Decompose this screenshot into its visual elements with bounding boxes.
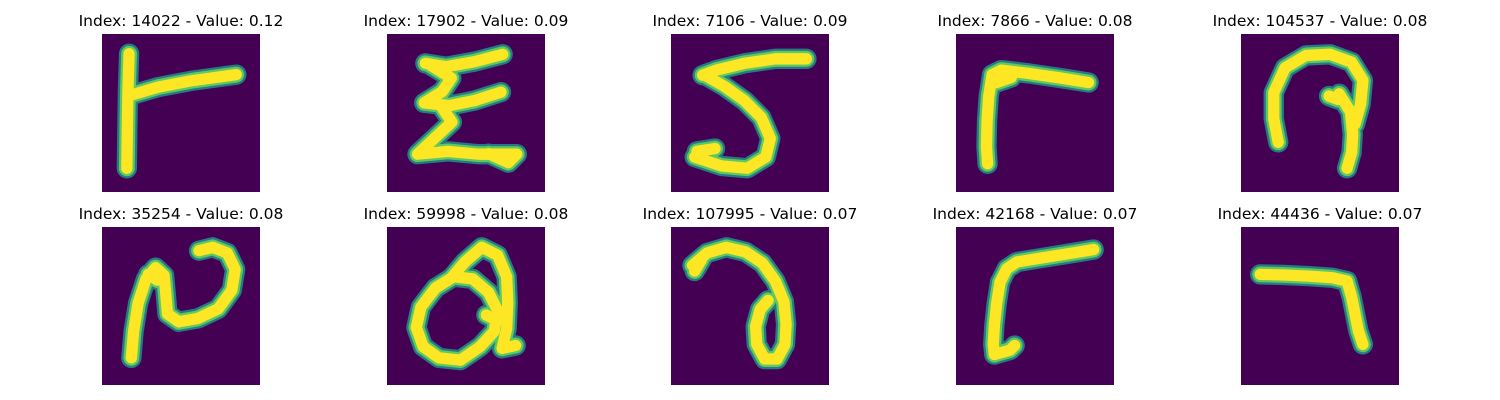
digit-stroke-layer	[410, 241, 522, 366]
digit-stroke-layer	[1268, 48, 1369, 174]
digit-stroke	[987, 276, 1006, 361]
digit-stroke-layer	[1254, 268, 1369, 351]
digit-stroke	[689, 70, 776, 174]
digit-image	[956, 227, 1114, 385]
panel-title: Index: 14022 - Value: 0.12	[78, 12, 284, 30]
digit-stroke	[686, 241, 792, 365]
digit-image	[671, 34, 829, 192]
digit-stroke-layer	[125, 241, 241, 364]
digit-image	[1241, 227, 1399, 385]
digit-stroke	[691, 142, 721, 158]
digit-stroke	[1268, 48, 1369, 148]
digit-image	[671, 227, 829, 385]
panel-title: Index: 42168 - Value: 0.07	[932, 205, 1138, 223]
digit-stroke-layer	[980, 64, 1095, 170]
panel-title: Index: 59998 - Value: 0.08	[363, 205, 569, 223]
panel-title: Index: 107995 - Value: 0.07	[642, 205, 858, 223]
digit-stroke	[988, 339, 1021, 361]
digit-image	[956, 34, 1114, 192]
digit-stroke	[418, 59, 507, 112]
digit-stroke	[480, 309, 504, 327]
digit-stroke-layer	[121, 48, 242, 174]
digit-stroke	[990, 71, 1017, 89]
panel-title: Index: 35254 - Value: 0.08	[78, 205, 284, 223]
digit-stroke	[1323, 90, 1344, 106]
digit-image	[387, 227, 545, 385]
panel-title: Index: 7106 - Value: 0.09	[652, 12, 848, 30]
digit-stroke	[696, 53, 813, 81]
digit-image	[387, 34, 545, 192]
panel-title: Index: 104537 - Value: 0.08	[1212, 12, 1428, 30]
digit-stroke	[980, 68, 998, 170]
panel-title: Index: 17902 - Value: 0.09	[363, 12, 569, 30]
digit-stroke	[986, 64, 1095, 89]
digit-stroke	[410, 271, 504, 366]
panel-title: Index: 7866 - Value: 0.08	[937, 12, 1133, 30]
digit-stroke	[1254, 268, 1353, 287]
digit-image	[1241, 34, 1399, 192]
digit-stroke	[446, 241, 522, 354]
digit-stroke-layer	[411, 48, 523, 169]
digit-image	[102, 34, 260, 192]
digit-stroke-layer	[686, 241, 792, 365]
digit-stroke	[994, 243, 1100, 288]
digit-image	[102, 227, 260, 385]
digit-stroke-layer	[987, 243, 1100, 361]
digit-stroke	[1341, 275, 1369, 351]
digit-stroke	[1333, 88, 1359, 174]
digit-stroke	[411, 100, 523, 169]
digit-stroke	[142, 268, 163, 286]
digit-stroke	[689, 254, 708, 277]
panel-title: Index: 44436 - Value: 0.07	[1217, 205, 1423, 223]
digit-stroke-layer	[689, 53, 813, 174]
digit-stroke	[124, 68, 242, 102]
digit-stroke	[121, 48, 135, 174]
digit-stroke	[125, 241, 241, 364]
